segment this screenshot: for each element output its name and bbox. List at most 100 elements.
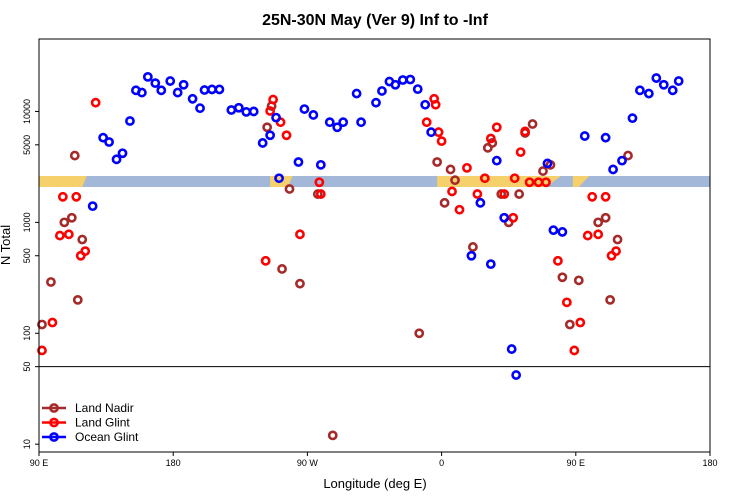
land-glint-point xyxy=(295,229,305,240)
ocean-glint-point xyxy=(136,87,147,98)
ocean-glint-point xyxy=(627,113,638,124)
land-nadir-point xyxy=(414,328,425,339)
land-nadir-point xyxy=(327,430,338,441)
land-nadir-point xyxy=(46,277,56,287)
ocean-glint-point xyxy=(390,79,401,90)
land-nadir-point xyxy=(527,119,538,129)
ocean-glint-point xyxy=(195,103,205,114)
data-points xyxy=(37,71,684,441)
land-nadir-point xyxy=(514,189,525,199)
land-nadir-point xyxy=(284,184,295,194)
ocean-glint-point xyxy=(557,227,568,237)
land-nadir-point xyxy=(445,164,456,175)
ocean-glint-point xyxy=(608,164,618,175)
ocean-glint-point xyxy=(617,155,627,166)
ocean-glint-point xyxy=(673,76,684,86)
land-glint-point xyxy=(57,191,68,202)
ocean-band xyxy=(39,176,710,187)
ocean-glint-point xyxy=(293,157,304,167)
land-glint-point xyxy=(611,246,621,257)
land-nadir-point xyxy=(623,150,633,161)
ocean-glint-point xyxy=(506,344,517,354)
land-nadir-point xyxy=(450,175,460,186)
land-glint-point xyxy=(80,246,91,257)
land-nadir-point xyxy=(59,217,70,228)
ocean-glint-point xyxy=(377,86,387,96)
land-glint-point xyxy=(587,191,598,202)
ocean-glint-point xyxy=(658,79,669,90)
ocean-glint-point xyxy=(466,250,477,261)
land-glint-point xyxy=(71,191,82,202)
land-glint-point xyxy=(582,230,593,241)
ocean-glint-point xyxy=(87,201,98,212)
land-glint-point xyxy=(472,189,483,199)
y-tick-label: 5000 xyxy=(22,135,32,155)
ocean-glint-point xyxy=(324,117,335,128)
land-glint-point xyxy=(315,189,326,199)
ocean-glint-point xyxy=(371,97,381,108)
ocean-glint-point xyxy=(226,105,237,115)
y-tick-label: 1000 xyxy=(22,212,32,232)
ocean-glint-point xyxy=(172,87,183,98)
x-axis-label: Longitude (deg E) xyxy=(323,476,426,491)
ocean-glint-point xyxy=(643,88,654,99)
ocean-glint-point xyxy=(125,116,135,126)
ocean-glint-point xyxy=(104,137,114,147)
land-glint-point xyxy=(454,204,465,215)
y-axis-label: N Total xyxy=(0,225,13,265)
land-nadir-point xyxy=(605,294,615,305)
land-glint-point xyxy=(265,106,276,116)
ocean-glint-point xyxy=(299,104,310,114)
ocean-glint-point xyxy=(199,85,210,95)
ocean-glint-point xyxy=(214,84,225,95)
legend-label: Land Glint xyxy=(75,416,130,430)
x-tick-label: 180 xyxy=(166,458,181,468)
land-glint-point xyxy=(569,345,580,356)
ocean-glint-point xyxy=(351,88,362,99)
land-nadir-point xyxy=(262,122,273,133)
land-glint-point xyxy=(63,229,74,240)
land-glint-point xyxy=(268,94,279,105)
legend-marker xyxy=(49,432,59,442)
ocean-glint-point xyxy=(150,78,161,89)
land-nadir-point xyxy=(593,217,604,228)
land-glint-point xyxy=(281,130,292,141)
ocean-glint-point xyxy=(265,130,276,141)
land-nadir-point xyxy=(439,197,450,208)
ocean-glint-point xyxy=(315,159,326,170)
land-glint-point xyxy=(436,136,447,147)
ocean-glint-point xyxy=(111,154,122,165)
ocean-glint-point xyxy=(356,117,366,128)
land-nadir-point xyxy=(72,294,83,305)
land-band-segment xyxy=(39,176,87,187)
ocean-glint-point xyxy=(667,85,678,96)
land-ocean-band xyxy=(39,176,710,187)
ocean-glint-point xyxy=(651,73,662,83)
legend-marker xyxy=(49,403,59,413)
land-nadir-point xyxy=(564,319,575,330)
land-glint-point xyxy=(462,162,472,173)
land-glint-point xyxy=(508,212,519,223)
plot-frame xyxy=(38,38,711,453)
ocean-glint-point xyxy=(338,117,349,128)
ocean-glint-point xyxy=(548,225,559,236)
land-glint-point xyxy=(509,173,520,184)
land-nadir-point xyxy=(37,319,47,330)
legend-label: Ocean Glint xyxy=(75,430,139,444)
land-glint-point xyxy=(600,191,611,202)
ocean-glint-point xyxy=(248,106,259,117)
ocean-glint-point xyxy=(257,138,268,148)
ocean-glint-point xyxy=(600,132,611,143)
land-glint-point xyxy=(54,230,65,241)
land-glint-point xyxy=(479,173,490,184)
y-tick-label: 10000 xyxy=(22,99,32,124)
x-tick-label: 90 E xyxy=(30,458,49,468)
land-nadir-point xyxy=(600,212,611,223)
land-glint-point xyxy=(499,189,510,199)
ocean-glint-point xyxy=(156,85,167,96)
ocean-glint-point xyxy=(542,158,553,169)
land-glint-point xyxy=(433,127,444,138)
land-nadir-point xyxy=(538,166,548,176)
